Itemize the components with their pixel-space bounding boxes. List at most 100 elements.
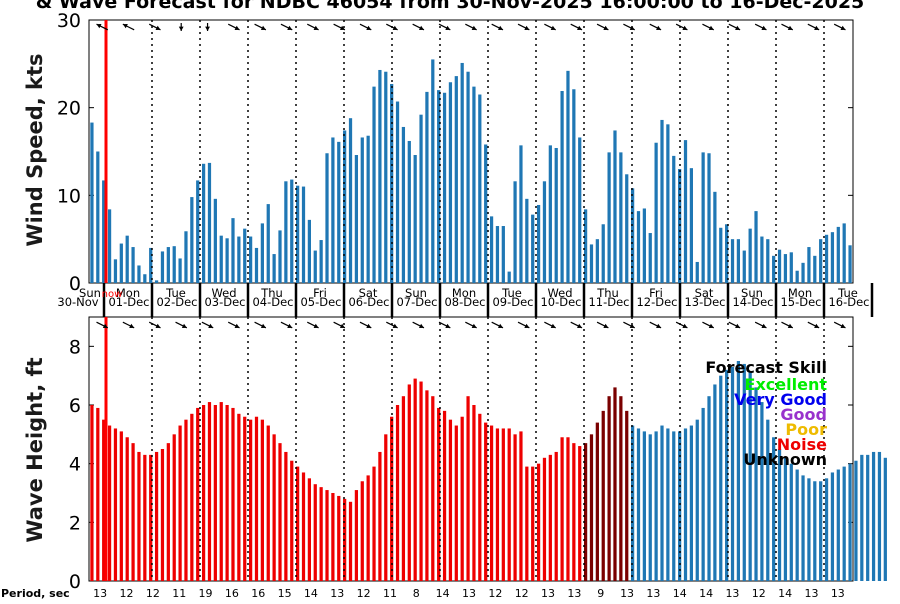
bar [548,454,552,581]
bar [725,224,729,283]
bar [683,140,688,283]
day-name-label: Tue [165,286,186,300]
direction-arrow [412,321,425,329]
bar [472,405,476,581]
bar [566,437,570,581]
legend-title: Forecast Skill [705,358,827,377]
bar [636,211,641,283]
bar [536,204,541,283]
bar [466,396,470,581]
bar [149,247,153,283]
period-value: 14 [673,587,687,600]
day-name-label: Wed [547,286,572,300]
bar [801,475,805,581]
bar [454,76,458,284]
bar [90,122,94,283]
bar [290,179,294,283]
day-date-label: 05-Dec [300,295,341,309]
bar [172,434,176,581]
period-value: 19 [199,587,213,600]
day-name-label: Thu [260,286,283,300]
bar [201,405,206,581]
direction-arrow [359,23,372,31]
bar [413,155,417,283]
arrow-head [498,25,504,31]
bar [630,188,635,283]
direction-arrow [122,23,135,31]
day-name-label: Sun [741,286,763,300]
bar [725,369,729,581]
bar [366,475,370,581]
day-date-label: 16-Dec [828,295,869,309]
bar [213,198,217,283]
arrow-head [418,25,424,31]
bar [166,443,170,581]
bar [213,405,217,581]
arrow-head [208,323,214,329]
arrow-head [787,323,793,329]
period-value: 14 [304,587,318,600]
bar [413,378,417,581]
direction-arrow [570,23,583,31]
period-value: 8 [413,587,420,600]
day-name-label: Mon [452,286,476,300]
bar [736,239,741,283]
arrow-head [260,323,266,329]
bar [795,270,799,283]
bar [401,396,406,581]
bar [871,451,876,581]
direction-arrow [517,23,530,31]
bar [301,186,306,283]
wind-speed-panel: 0 10 20 30 [57,10,854,295]
direction-arrow [702,321,715,329]
bar [736,361,741,581]
day-date-label: 01-Dec [108,295,149,309]
bar [701,407,705,581]
bar [254,416,259,581]
bar [166,247,170,283]
bar [272,434,276,581]
arrow-head [287,25,293,31]
day-date-label: 02-Dec [156,295,197,309]
bar [484,144,488,283]
bar [513,434,517,581]
period-value: 13 [93,587,107,600]
bar [766,419,770,581]
period-value: 9 [597,587,604,600]
direction-arrow [807,321,820,329]
bar [107,209,112,283]
bar [319,240,323,283]
bar [648,434,652,581]
bar [777,449,782,581]
arrow-head [656,25,662,31]
bar [507,428,511,581]
direction-arrow [833,23,846,31]
bar [125,437,129,581]
bar [407,384,411,581]
bar [619,152,623,283]
bar [824,234,829,283]
bar [748,228,752,283]
arrow-head [178,26,184,31]
now-label: now [102,289,123,300]
bar [583,209,588,283]
bar [689,425,694,581]
arrow-head [577,25,583,31]
bar [772,255,776,283]
bar [877,451,882,581]
legend-item: Very Good [734,390,827,409]
bar [866,454,870,581]
bar [96,407,100,581]
day-date-label: 09-Dec [492,295,533,309]
bar [519,431,523,581]
day-name-label: Sun [405,286,427,300]
bar [290,460,294,581]
bar [231,218,235,283]
bar [378,451,382,581]
direction-arrow [386,23,398,31]
bar [325,153,329,283]
day-name-label: Sun [79,286,101,300]
arrow-head [498,323,504,329]
